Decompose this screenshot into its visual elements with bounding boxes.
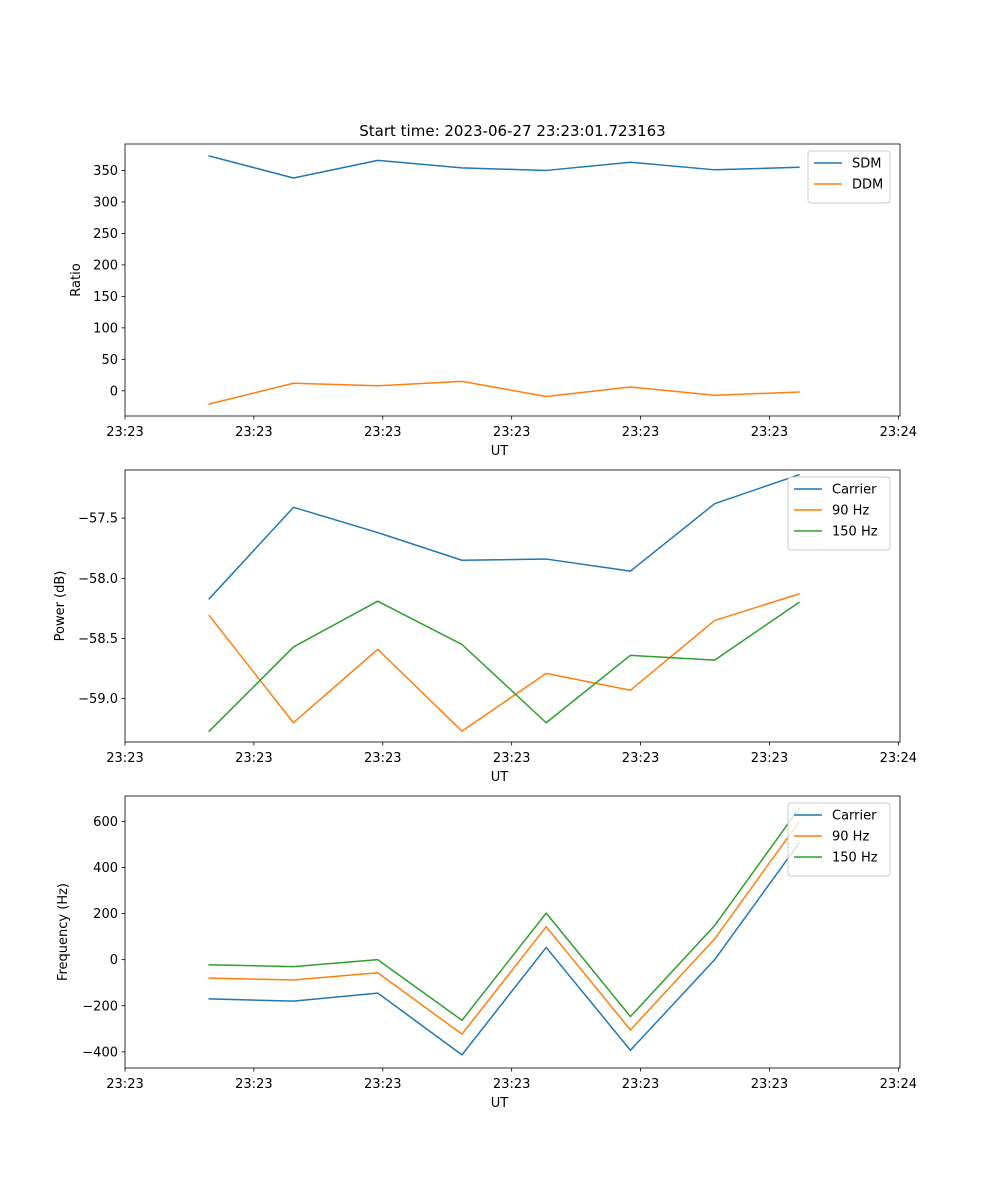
y-tick-label: 350 xyxy=(93,164,118,179)
y-tick-label: −400 xyxy=(82,1045,118,1060)
y-tick-label: 100 xyxy=(93,321,118,336)
legend-label: DDM xyxy=(852,178,883,193)
y-tick-label: 0 xyxy=(110,953,118,968)
x-tick-label: 23:23 xyxy=(493,425,530,440)
y-tick-label: −58.0 xyxy=(78,572,118,587)
axes-frame xyxy=(124,469,901,743)
y-tick-label: 200 xyxy=(93,258,118,273)
x-tick-label: 23:23 xyxy=(751,425,788,440)
x-tick-label: 23:24 xyxy=(880,751,917,766)
x-tick-label: 23:23 xyxy=(364,425,401,440)
legend: Carrier 90 Hz 150 Hz xyxy=(787,476,891,551)
y-tick-label: 150 xyxy=(93,290,118,305)
x-tick-label: 23:24 xyxy=(880,1077,917,1092)
legend-label: SDM xyxy=(852,157,881,172)
x-tick-label: 23:23 xyxy=(751,1077,788,1092)
axes-frame xyxy=(124,795,901,1069)
y-tick-label: 200 xyxy=(93,907,118,922)
figure-title: Start time: 2023-06-27 23:23:01.723163 xyxy=(359,122,665,140)
x-tick-label: 23:23 xyxy=(106,751,143,766)
x-tick-label: 23:23 xyxy=(235,1077,272,1092)
x-tick-label: 23:23 xyxy=(235,751,272,766)
legend-label: 150 Hz xyxy=(832,525,878,540)
y-tick-label: 250 xyxy=(93,227,118,242)
y-tick-label: 400 xyxy=(93,861,118,876)
x-tick-label: 23:23 xyxy=(364,751,401,766)
y-tick-label: 600 xyxy=(93,815,118,830)
x-tick-label: 23:23 xyxy=(622,1077,659,1092)
x-axis-label: UT xyxy=(491,1096,509,1111)
axes-frame xyxy=(124,143,901,417)
x-axis-label: UT xyxy=(491,770,509,785)
series-line-3 xyxy=(208,600,800,733)
x-tick-label: 23:23 xyxy=(235,425,272,440)
chart-panel-1: 23:23 23:23 23:23 23:23 23:23 23:23 23:24 0 50 10… xyxy=(69,143,917,459)
legend: SDM DDM xyxy=(807,150,891,204)
legend-label: Carrier xyxy=(832,809,877,824)
series-line-2 xyxy=(208,821,800,1035)
legend: Carrier 90 Hz 150 Hz xyxy=(787,802,891,877)
x-tick-label: 23:23 xyxy=(751,751,788,766)
series-line-2 xyxy=(208,380,800,405)
y-tick-label: 0 xyxy=(110,384,118,399)
series-line-3 xyxy=(208,807,800,1022)
chart-panel-3: 23:23 23:23 23:23 23:23 23:23 23:23 23:24 −400 −… xyxy=(56,795,917,1111)
x-tick-label: 23:24 xyxy=(880,425,917,440)
y-tick-label: 300 xyxy=(93,195,118,210)
x-tick-label: 23:23 xyxy=(364,1077,401,1092)
legend-label: Carrier xyxy=(832,483,877,498)
series-line-1 xyxy=(208,155,800,179)
y-axis-label: Frequency (Hz) xyxy=(56,883,71,981)
series-line-1 xyxy=(208,473,800,600)
chart-panel-2: 23:23 23:23 23:23 23:23 23:23 23:23 23:24 −59.0… xyxy=(53,469,917,785)
legend-label: 90 Hz xyxy=(832,504,869,519)
x-tick-label: 23:23 xyxy=(622,751,659,766)
y-axis-label: Ratio xyxy=(69,263,84,296)
y-tick-label: −59.0 xyxy=(78,692,118,707)
x-tick-label: 23:23 xyxy=(106,425,143,440)
series-line-1 xyxy=(208,842,800,1056)
x-tick-label: 23:23 xyxy=(493,751,530,766)
y-tick-label: −200 xyxy=(82,999,118,1014)
x-axis-label: UT xyxy=(491,444,509,459)
series-line-2 xyxy=(208,593,800,732)
x-tick-label: 23:23 xyxy=(493,1077,530,1092)
x-tick-label: 23:23 xyxy=(106,1077,143,1092)
legend-label: 90 Hz xyxy=(832,830,869,845)
legend-label: 150 Hz xyxy=(832,851,878,866)
legend-box xyxy=(807,150,891,204)
y-tick-label: −57.5 xyxy=(78,512,118,527)
y-tick-label: 50 xyxy=(101,353,118,368)
y-axis-label: Power (dB) xyxy=(53,571,68,642)
y-tick-label: −58.5 xyxy=(78,632,118,647)
x-tick-label: 23:23 xyxy=(622,425,659,440)
